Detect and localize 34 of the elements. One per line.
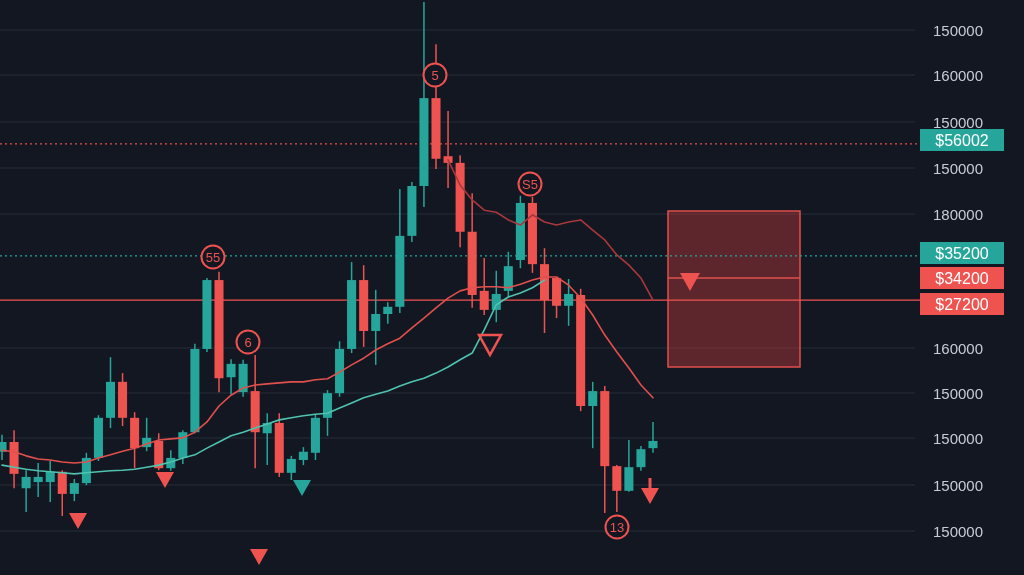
- candlestick: [69, 478, 79, 502]
- text: 150000: [932, 21, 984, 39]
- candlestick: [286, 455, 296, 481]
- annotation: 55: [205, 249, 221, 265]
- candlestick: [636, 445, 646, 472]
- text: 180000: [932, 205, 984, 223]
- candlestick: [226, 358, 236, 395]
- text: 150000: [932, 159, 984, 177]
- text: $27200: [935, 295, 989, 313]
- text: 13: [609, 519, 625, 535]
- text: 160000: [932, 339, 984, 357]
- annotation: 6: [244, 334, 252, 350]
- text: 150000: [932, 429, 984, 447]
- text: 150000: [932, 384, 984, 402]
- text: $35200: [935, 244, 989, 262]
- candlestick: [648, 421, 658, 454]
- candlestick: [383, 301, 393, 325]
- text: 150000: [932, 113, 984, 131]
- text: $56002: [935, 131, 989, 149]
- annotation: S5: [522, 176, 538, 192]
- candlestick: [21, 469, 31, 513]
- candlestick: [443, 110, 453, 189]
- annotation: 5: [431, 67, 439, 83]
- candlestick: [45, 460, 55, 503]
- text: 150000: [932, 522, 984, 540]
- text: $34200: [935, 269, 989, 287]
- candlestick: [371, 289, 381, 366]
- candlestick: [564, 278, 574, 327]
- candlestick: [624, 439, 634, 493]
- candlestick: [57, 469, 67, 517]
- text: 150000: [932, 476, 984, 494]
- candlestick: [588, 381, 598, 449]
- candlestick: [33, 462, 43, 498]
- text: 160000: [932, 66, 984, 84]
